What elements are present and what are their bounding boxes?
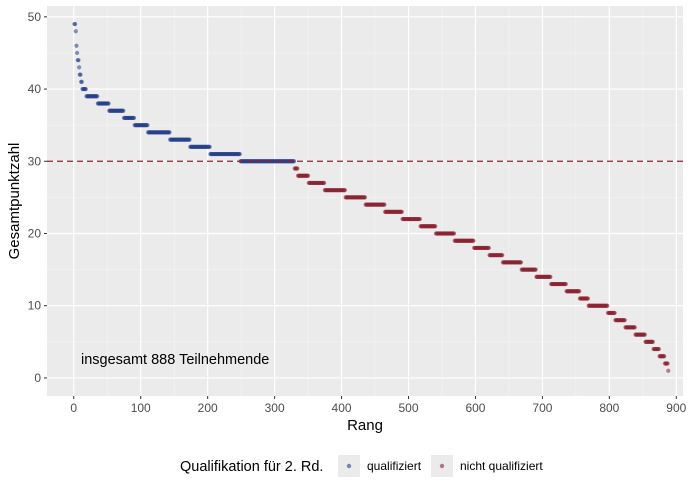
data-point — [666, 368, 671, 373]
data-point — [632, 325, 637, 330]
y-axis-title: Gesamtpunktzahl — [6, 143, 23, 260]
data-point — [500, 253, 505, 258]
legend: Qualifikation für 2. Rd. qualifiziert ni… — [180, 455, 543, 477]
y-tick-label: 0 — [34, 371, 41, 385]
data-point — [291, 159, 297, 164]
x-tick-label: 500 — [399, 401, 419, 415]
grid-major — [47, 6, 683, 396]
data-point — [650, 339, 655, 344]
legend-label-qualified: qualifiziert — [367, 459, 422, 473]
data-point — [145, 123, 150, 128]
data-point — [95, 94, 100, 99]
data-point — [78, 72, 83, 77]
data-point — [585, 296, 591, 301]
data-point — [605, 303, 610, 308]
data-point — [237, 151, 242, 157]
data-point — [656, 346, 662, 352]
x-tick-label: 200 — [198, 401, 218, 415]
data-point — [533, 267, 538, 272]
data-point — [622, 318, 627, 323]
x-tick-label: 0 — [70, 401, 77, 415]
data-point — [187, 137, 192, 142]
legend-dot-qualified — [346, 463, 352, 469]
x-tick-label: 300 — [265, 401, 285, 415]
data-point — [662, 354, 667, 359]
legend-dot-not-qualified — [439, 463, 445, 469]
x-tick-label: 600 — [465, 401, 485, 415]
y-tick-label: 20 — [28, 227, 42, 241]
legend-label-not-qualified: nicht qualifiziert — [460, 459, 543, 473]
data-point — [642, 332, 647, 337]
data-point — [74, 43, 79, 48]
data-point — [295, 166, 300, 171]
data-point — [612, 310, 617, 316]
data-point — [563, 281, 568, 287]
y-tick-label: 30 — [28, 154, 42, 168]
data-point — [471, 238, 476, 243]
data-point — [167, 130, 172, 135]
x-tick-label: 100 — [131, 401, 151, 415]
data-point — [121, 108, 126, 113]
data-point — [451, 231, 457, 236]
data-point — [665, 361, 670, 366]
data-point — [75, 50, 80, 56]
y-axis-ticks: 0 10 20 30 40 50 — [28, 10, 47, 385]
data-points — [72, 21, 671, 373]
annotation-total: insgesamt 888 Teilnehmende — [81, 352, 269, 368]
data-point — [486, 245, 491, 251]
data-point — [76, 58, 81, 63]
data-point — [342, 188, 348, 193]
data-point — [518, 260, 524, 265]
data-point — [322, 180, 327, 186]
y-tick-label: 10 — [28, 299, 42, 313]
legend-title: Qualifikation für 2. Rd. — [180, 459, 323, 475]
x-tick-label: 700 — [532, 401, 552, 415]
x-axis-title: Rang — [347, 417, 383, 434]
data-point — [83, 86, 88, 92]
data-point — [207, 144, 212, 149]
data-point — [106, 101, 111, 106]
data-point — [433, 224, 438, 229]
data-point — [77, 65, 82, 70]
grid-minor — [47, 6, 683, 396]
data-point — [131, 115, 137, 121]
data-point — [73, 21, 78, 27]
data-point — [399, 209, 404, 214]
x-axis-ticks: 0 100 200 300 400 500 600 700 800 900 — [70, 396, 687, 415]
data-point — [305, 173, 311, 178]
data-point — [73, 29, 78, 34]
y-tick-label: 40 — [28, 82, 42, 96]
plot-panel — [47, 6, 683, 396]
x-tick-label: 400 — [332, 401, 352, 415]
data-point — [417, 216, 422, 222]
y-tick-label: 50 — [28, 10, 42, 24]
x-tick-label: 900 — [666, 401, 686, 415]
data-point — [79, 79, 84, 84]
data-point — [548, 274, 553, 279]
x-tick-label: 800 — [599, 401, 619, 415]
data-point — [577, 289, 582, 294]
data-point — [382, 202, 387, 207]
data-point — [362, 195, 368, 200]
